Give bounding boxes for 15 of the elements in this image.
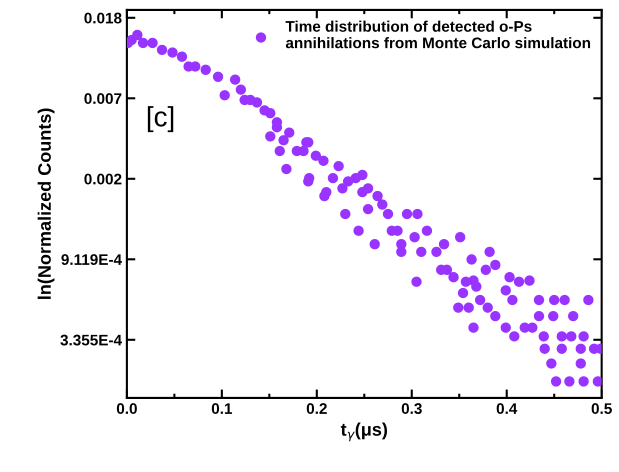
x-tick-label: 0.2 bbox=[306, 403, 327, 414]
x-tick-label: 0.0 bbox=[116, 403, 137, 414]
y-tick-label: 9.119E-4 bbox=[61, 254, 122, 265]
x-tick-label: 0.3 bbox=[402, 403, 422, 414]
legend-label: Time distribution of detected o-Ps annihilations from Monte Carlo simulation bbox=[286, 20, 590, 48]
y-tick-label: 3.355E-4 bbox=[60, 334, 122, 346]
x-tick-label: 0.5 bbox=[592, 403, 612, 414]
x-axis-title: t$_{γ}$(μs) bbox=[340, 422, 388, 442]
y-axis-title: ln(Normalized Counts) bbox=[38, 108, 54, 299]
y-tick-label: 0.007 bbox=[84, 93, 122, 104]
x-tick-label: 0.4 bbox=[496, 403, 518, 414]
x-tick-label: 0.1 bbox=[212, 403, 232, 414]
annotation: [c] bbox=[148, 106, 174, 132]
y-tick-label: 0.002 bbox=[84, 174, 122, 184]
y-tick-label: 0.018 bbox=[84, 12, 122, 24]
